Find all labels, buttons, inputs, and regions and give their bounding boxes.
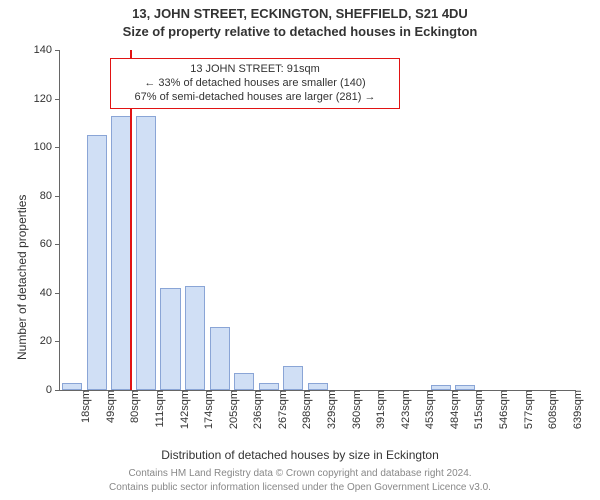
histogram-bar — [308, 383, 328, 390]
x-tick-label: 205sqm — [224, 390, 240, 429]
x-axis-label: Distribution of detached houses by size … — [0, 448, 600, 462]
histogram-bar — [160, 288, 180, 390]
annotation-line: 13 JOHN STREET: 91sqm — [117, 63, 393, 77]
x-tick-label: 111sqm — [150, 390, 166, 428]
y-tick-label: 120 — [34, 93, 60, 105]
x-tick-label: 267sqm — [273, 390, 289, 429]
chart-title-line2: Size of property relative to detached ho… — [0, 24, 600, 39]
x-tick-label: 360sqm — [347, 390, 363, 429]
y-tick-label: 140 — [34, 44, 60, 56]
x-tick-label: 236sqm — [248, 390, 264, 429]
x-tick-label: 80sqm — [125, 390, 141, 423]
annotation-box: 13 JOHN STREET: 91sqm← 33% of detached h… — [110, 58, 400, 109]
x-tick-label: 391sqm — [371, 390, 387, 429]
chart-root: { "canvas": { "width": 600, "height": 50… — [0, 0, 600, 500]
x-tick-label: 298sqm — [297, 390, 313, 429]
x-tick-label: 423sqm — [396, 390, 412, 429]
histogram-bar — [259, 383, 279, 390]
histogram-bar — [234, 373, 254, 390]
histogram-bar — [283, 366, 303, 390]
x-tick-label: 174sqm — [199, 390, 215, 429]
y-tick-label: 40 — [40, 287, 60, 299]
y-tick-label: 60 — [40, 238, 60, 250]
y-tick-label: 100 — [34, 141, 60, 153]
histogram-bar — [62, 383, 82, 390]
annotation-line: 67% of semi-detached houses are larger (… — [117, 91, 393, 105]
y-tick-label: 80 — [40, 190, 60, 202]
x-tick-label: 453sqm — [420, 390, 436, 429]
x-tick-label: 142sqm — [175, 390, 191, 429]
y-axis-label: Number of detached properties — [15, 195, 29, 360]
y-tick-label: 20 — [40, 335, 60, 347]
x-tick-label: 515sqm — [469, 390, 485, 429]
chart-title-line1: 13, JOHN STREET, ECKINGTON, SHEFFIELD, S… — [0, 6, 600, 21]
x-tick-label: 18sqm — [76, 390, 92, 423]
histogram-bar — [136, 116, 156, 390]
y-tick-label: 0 — [46, 384, 60, 396]
footer-line2: Contains public sector information licen… — [0, 482, 600, 493]
histogram-bar — [185, 286, 205, 390]
annotation-line: ← 33% of detached houses are smaller (14… — [117, 77, 393, 91]
x-tick-label: 49sqm — [101, 390, 117, 423]
x-tick-label: 577sqm — [519, 390, 535, 429]
footer-line1: Contains HM Land Registry data © Crown c… — [0, 468, 600, 479]
histogram-bar — [87, 135, 107, 390]
x-tick-label: 639sqm — [568, 390, 584, 429]
x-tick-label: 484sqm — [445, 390, 461, 429]
x-tick-label: 329sqm — [322, 390, 338, 429]
x-tick-label: 608sqm — [543, 390, 559, 429]
histogram-bar — [210, 327, 230, 390]
histogram-bar — [111, 116, 131, 390]
x-tick-label: 546sqm — [494, 390, 510, 429]
